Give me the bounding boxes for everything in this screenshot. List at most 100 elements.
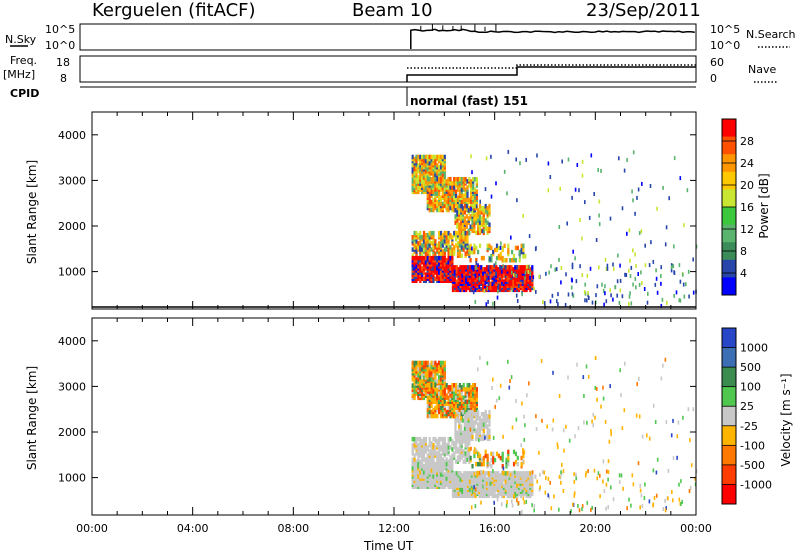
heatmap-cell [443,255,446,261]
heatmap-cell [478,203,482,209]
heatmap-cell [411,457,414,462]
heatmap-cell [486,418,489,423]
heatmap-cell [463,265,466,270]
heatmap-cell [571,195,573,200]
heatmap-cell [680,502,682,506]
heatmap-cell [545,475,547,480]
heatmap-cell [441,264,444,269]
heatmap-cell [456,455,460,460]
heatmap-cell [411,360,414,366]
heatmap-cell [640,270,642,275]
heatmap-cell [646,300,649,305]
heatmap-cell [455,383,458,388]
colorbar-tick-label: 4 [740,267,747,280]
heatmap-cell [641,434,644,439]
heatmap-cell [439,235,443,240]
heatmap-cell [436,451,439,456]
heatmap-cell [514,279,517,284]
heatmap-cell [460,441,463,446]
heatmap-cell [511,503,514,508]
heatmap-cell [521,292,523,297]
heatmap-cell [447,207,450,213]
heatmap-cell [516,498,518,503]
heatmap-cell [441,476,444,481]
heatmap-cell [417,461,420,467]
heatmap-cell [596,284,599,289]
heatmap-cell [679,279,682,284]
heatmap-cell [557,445,559,450]
heatmap-cell [488,208,491,213]
heatmap-cell [455,235,458,240]
heatmap-cell [649,184,652,188]
heatmap-cell [413,385,416,390]
heatmap-cell [422,276,426,281]
heatmap-cell [436,379,439,384]
heatmap-cell [661,297,664,302]
colorbar-swatch [722,277,736,296]
heatmap-cell [535,246,537,251]
heatmap-cell [640,229,643,234]
heatmap-cell [497,245,500,251]
heatmap-cell [474,273,477,278]
heatmap-cell [578,188,580,193]
heatmap-cell [464,403,467,409]
heatmap-cell [461,473,464,478]
heatmap-cell [673,270,675,275]
heatmap-cell [555,267,558,272]
heatmap-cell [475,449,478,455]
y-tick-label: 2000 [58,426,86,439]
heatmap-cell [648,263,651,268]
heatmap-cell [511,287,514,292]
heatmap-cell [455,230,458,236]
colorbar-tick-label: 25 [740,400,754,413]
heatmap-cell [564,303,567,307]
heatmap-cell [411,179,414,184]
heatmap-cell [510,375,513,380]
heatmap-cell [451,393,454,398]
heatmap-cell [438,165,441,170]
heatmap-cell [584,200,586,205]
heatmap-cell [453,387,456,392]
heatmap-cell [443,461,446,467]
heatmap-cell [455,279,458,284]
heatmap-cell [601,282,603,287]
heatmap-cell [588,296,590,300]
heatmap-cell [482,455,485,461]
heatmap-cell [426,193,429,198]
heatmap-cell [475,189,478,194]
heatmap-cell [499,477,502,482]
heatmap-cell [484,416,487,421]
heatmap-cell [519,161,521,166]
heatmap-cell [686,188,689,193]
heatmap-cell [443,389,446,394]
heatmap-cell [688,489,691,493]
heatmap-cell [629,258,631,263]
heatmap-cell [520,243,523,249]
heatmap-cell [458,203,461,209]
heatmap-cell [457,281,460,286]
heatmap-cell [495,475,497,480]
heatmap-cell [507,149,510,154]
heatmap-cell [428,154,431,160]
heatmap-cell [488,222,491,227]
heatmap-cell [521,265,524,270]
heatmap-cell [467,432,470,437]
heatmap-cell [453,283,456,288]
heatmap-cell [468,479,472,484]
colorbar-tick-label: 500 [740,361,761,374]
heatmap-cell [526,393,528,398]
heatmap-cell [614,285,616,290]
heatmap-cell [469,249,472,255]
heatmap-cell [434,470,437,475]
heatmap-cell [495,451,499,457]
heatmap-cell [466,197,469,203]
heatmap-cell [441,407,444,413]
heatmap-cell [487,489,490,494]
heatmap-cell [489,257,491,262]
heatmap-cell [471,203,474,209]
heatmap-cell [672,456,675,461]
heatmap-cell [553,494,555,499]
heatmap-cell [513,470,516,475]
heatmap-cell [411,253,414,258]
